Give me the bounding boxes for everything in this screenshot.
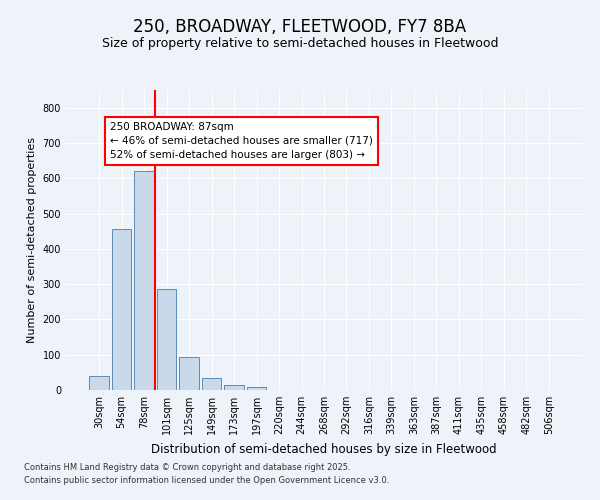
Text: Contains public sector information licensed under the Open Government Licence v3: Contains public sector information licen…	[24, 476, 389, 485]
Bar	[157, 290, 176, 390]
X-axis label: Distribution of semi-detached houses by size in Fleetwood: Distribution of semi-detached houses by …	[151, 442, 497, 456]
Bar	[89, 376, 109, 390]
Bar	[134, 171, 154, 390]
Y-axis label: Number of semi-detached properties: Number of semi-detached properties	[27, 137, 37, 343]
Text: 250, BROADWAY, FLEETWOOD, FY7 8BA: 250, BROADWAY, FLEETWOOD, FY7 8BA	[133, 18, 467, 36]
Bar	[179, 357, 199, 390]
Text: 250 BROADWAY: 87sqm
← 46% of semi-detached houses are smaller (717)
52% of semi-: 250 BROADWAY: 87sqm ← 46% of semi-detach…	[110, 122, 373, 160]
Text: Size of property relative to semi-detached houses in Fleetwood: Size of property relative to semi-detach…	[102, 38, 498, 51]
Bar	[202, 378, 221, 390]
Text: Contains HM Land Registry data © Crown copyright and database right 2025.: Contains HM Land Registry data © Crown c…	[24, 464, 350, 472]
Bar	[247, 387, 266, 390]
Bar	[224, 384, 244, 390]
Bar	[112, 230, 131, 390]
